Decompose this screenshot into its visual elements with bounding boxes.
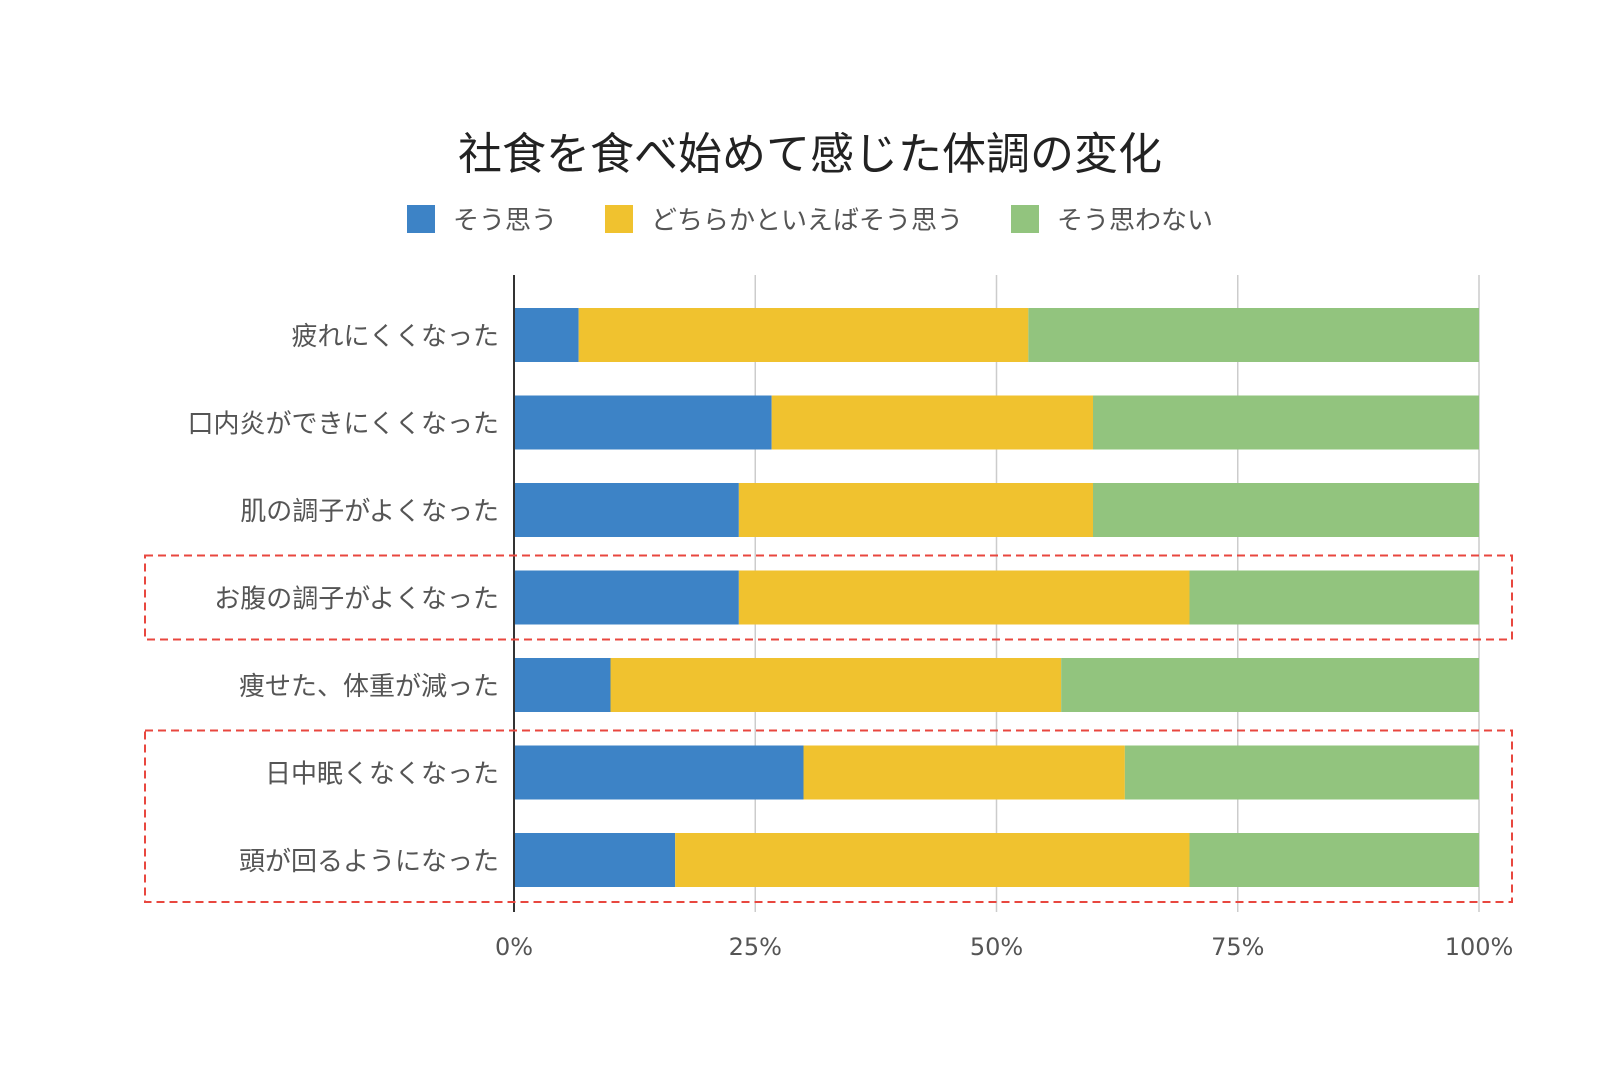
legend-label-somewhat-agree: どちらかといえばそう思う <box>650 206 963 236</box>
bar-0-series-0 <box>514 308 579 362</box>
bar-6-series-1 <box>675 833 1190 887</box>
bar-0-series-2 <box>1028 308 1479 362</box>
highlight-box-0 <box>144 554 1513 641</box>
category-label-5: 日中眠くなくなった <box>265 760 499 790</box>
bar-4-series-0 <box>514 658 611 712</box>
legend-label-disagree: そう思わない <box>1057 206 1214 236</box>
legend-swatch-agree <box>406 204 435 233</box>
bar-5-series-0 <box>514 745 804 800</box>
legend-item-somewhat-agree: どちらかといえばそう思う <box>604 200 963 237</box>
legend-swatch-disagree <box>1011 204 1039 233</box>
category-label-3: お腹の調子がよくなった <box>214 585 499 615</box>
bar-2-series-0 <box>514 483 739 537</box>
legend-swatch-somewhat-agree <box>604 204 633 233</box>
legend-item-agree: そう思う <box>406 200 557 237</box>
x-tick-label-75: 75% <box>1211 933 1264 961</box>
chart-title: 社食を食べ始めて感じた体調の変化 <box>458 129 1162 180</box>
bar-5-series-1 <box>803 745 1125 800</box>
highlight-box-1 <box>144 729 1513 903</box>
bar-6-series-0 <box>514 833 676 887</box>
x-tick-label-50: 50% <box>970 933 1023 961</box>
bar-4-series-1 <box>610 658 1062 712</box>
bar-4-series-2 <box>1061 658 1479 712</box>
legend-item-disagree: そう思わない <box>1011 200 1213 237</box>
category-label-1: 口内炎ができにくくなった <box>188 410 499 440</box>
bar-2-series-1 <box>738 483 1093 537</box>
bar-2-series-2 <box>1093 483 1479 537</box>
bar-3-series-1 <box>738 570 1190 625</box>
x-tick-label-25: 25% <box>729 933 782 961</box>
chart-legend: そう思う どちらかといえばそう思う そう思わない <box>0 200 1620 237</box>
legend-label-agree: そう思う <box>452 206 557 236</box>
category-label-4: 痩せた、体重が減った <box>239 672 499 702</box>
category-label-0: 疲れにくくなった <box>292 322 499 352</box>
x-tick-label-0: 0% <box>495 933 533 961</box>
bar-5-series-2 <box>1124 745 1479 800</box>
bar-1-series-0 <box>514 395 772 450</box>
bar-1-series-2 <box>1093 395 1479 450</box>
bar-1-series-1 <box>771 395 1093 450</box>
x-tick-label-100: 100% <box>1445 933 1514 961</box>
bar-3-series-2 <box>1189 570 1479 625</box>
bar-0-series-1 <box>578 308 1029 362</box>
bar-6-series-2 <box>1189 833 1479 887</box>
category-label-2: 肌の調子がよくなった <box>240 497 499 527</box>
bar-3-series-0 <box>514 570 739 625</box>
category-label-6: 頭が回るようになった <box>239 847 499 877</box>
